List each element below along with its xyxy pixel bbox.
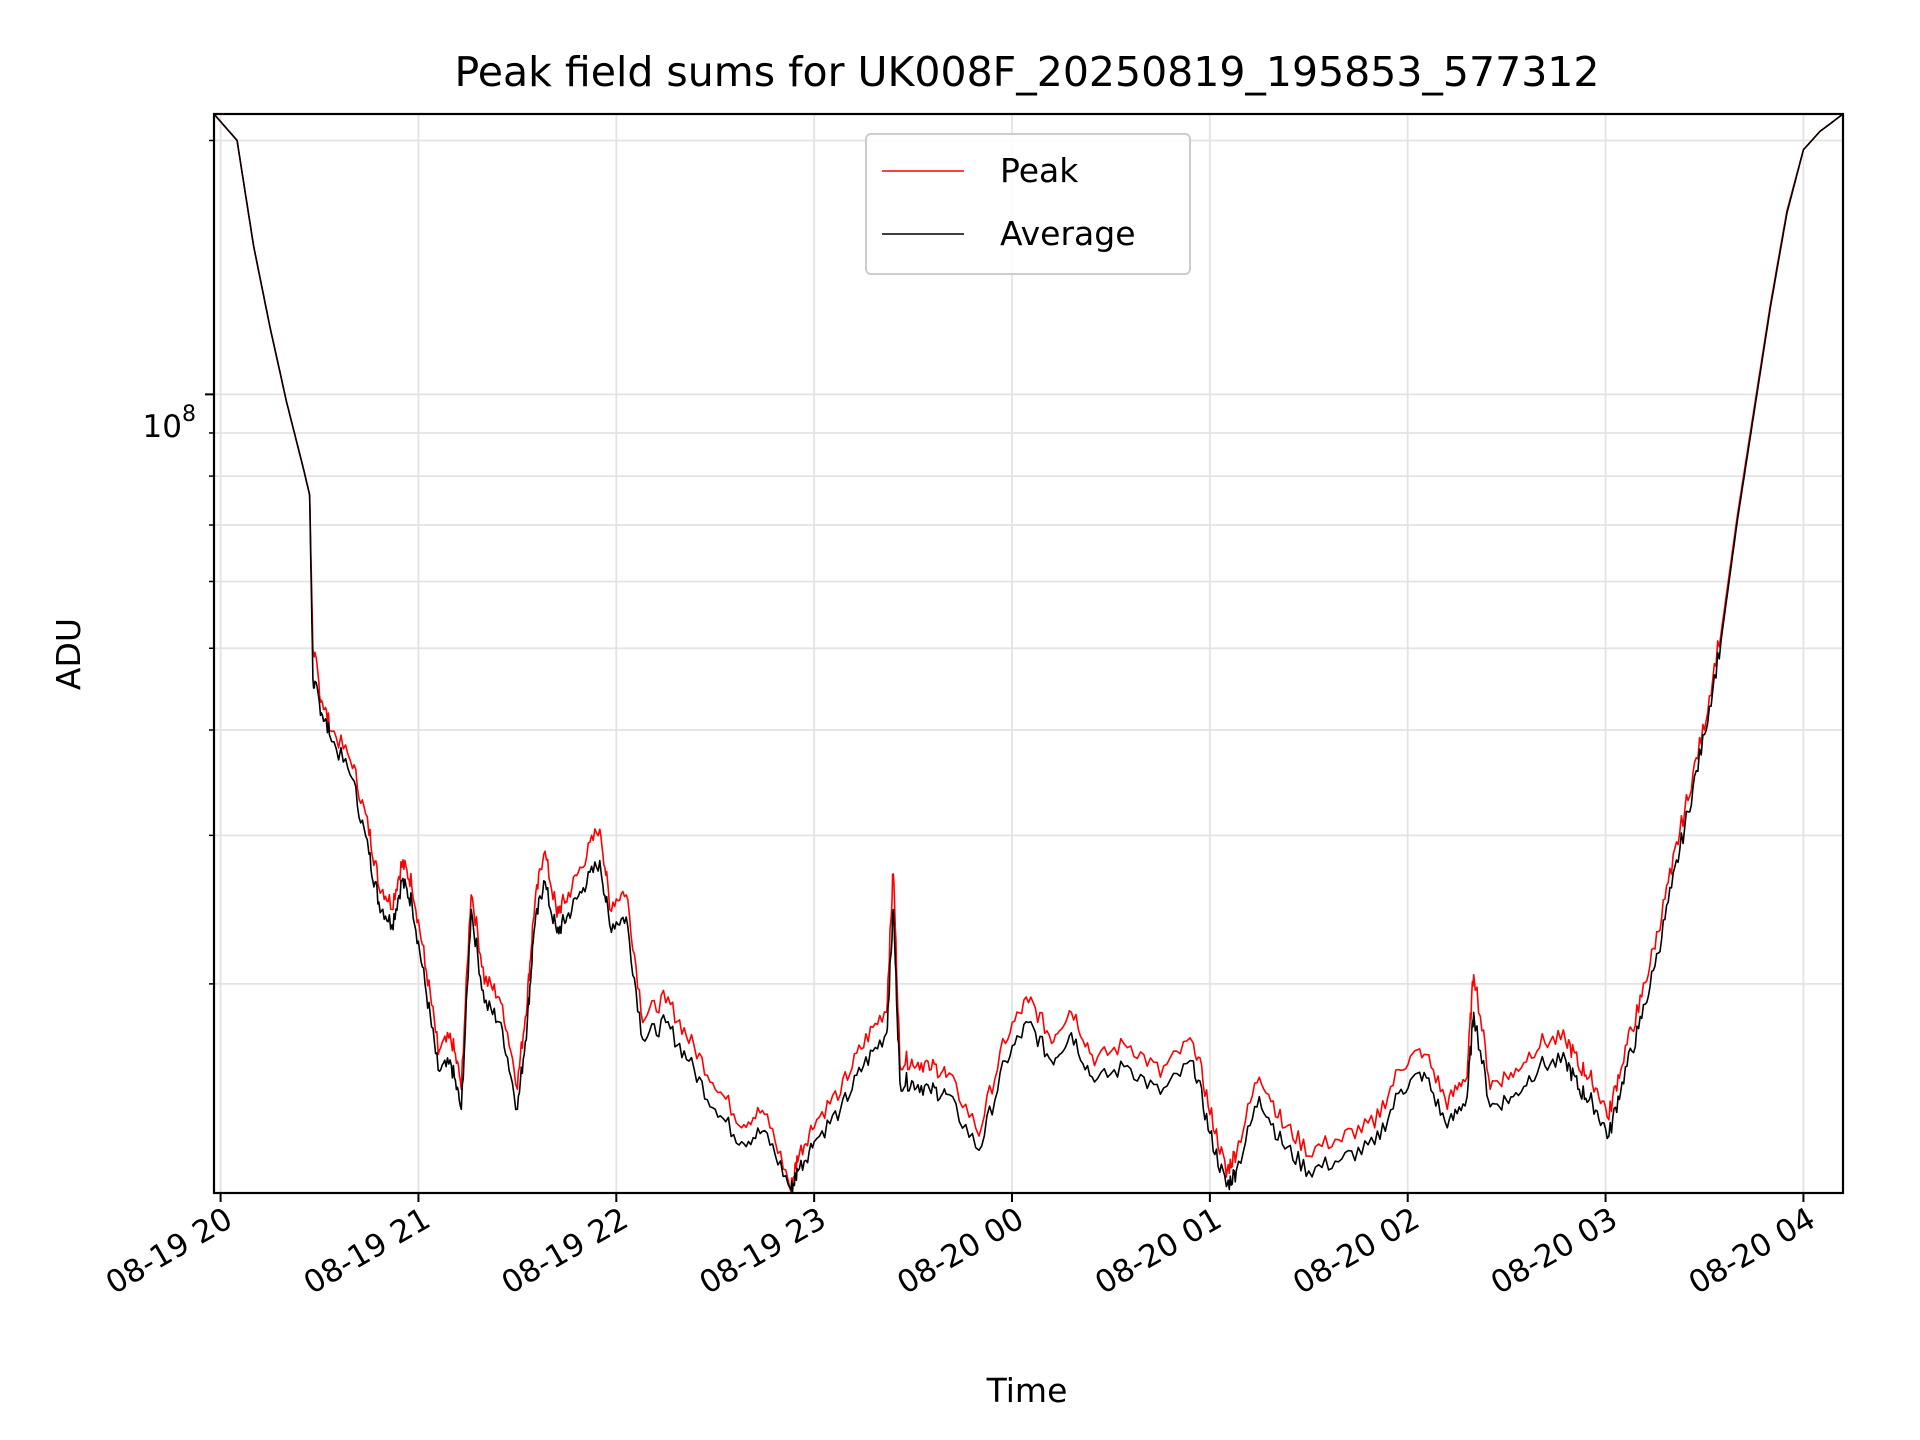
- x-axis-label: Time: [986, 1371, 1068, 1410]
- svg-text:108: 108: [143, 402, 196, 445]
- chart-title: Peak field sums for UK008F_20250819_1958…: [455, 48, 1600, 96]
- x-tick-label: 08-20 02: [1287, 1201, 1426, 1302]
- x-tick-label: 08-20 03: [1485, 1201, 1624, 1302]
- x-tick-label: 08-20 00: [891, 1201, 1030, 1302]
- y-tick-exponent: 8: [182, 402, 196, 427]
- y-axis-label: ADU: [49, 618, 88, 690]
- x-tick-label: 08-20 01: [1089, 1201, 1228, 1302]
- x-tick-label: 08-19 23: [693, 1201, 832, 1302]
- legend: Peak Average: [865, 133, 1191, 275]
- legend-box: [865, 133, 1191, 275]
- x-tick-label: 08-19 21: [298, 1201, 437, 1302]
- plot-frame: [212, 112, 1845, 1195]
- y-tick-base: 10: [143, 409, 182, 445]
- grid: [214, 114, 1843, 1193]
- legend-label-average: Average: [1000, 214, 1136, 253]
- x-axis-ticks: 08-19 20 08-19 21 08-19 22 08-19 23 08-20 00…: [100, 1193, 1822, 1302]
- x-tick-label: 08-19 22: [496, 1201, 635, 1302]
- series-layer: [213, 113, 1844, 1194]
- series-line-peak: [213, 113, 1844, 1194]
- series-line-average: [213, 113, 1844, 1194]
- x-tick-label: 08-19 20: [100, 1201, 239, 1302]
- y-tick-label-1e8: 108: [143, 402, 196, 445]
- x-tick-label: 08-20 04: [1683, 1201, 1822, 1302]
- legend-label-peak: Peak: [1000, 151, 1079, 190]
- y-axis-ticks: [205, 139, 214, 985]
